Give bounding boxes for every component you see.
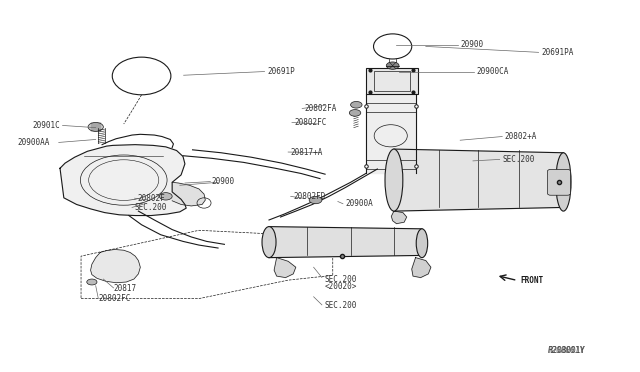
Polygon shape: [91, 250, 140, 283]
Text: 20691PA: 20691PA: [541, 48, 573, 57]
Text: 20817+A: 20817+A: [291, 148, 323, 157]
Text: 20900: 20900: [212, 177, 235, 186]
Text: SEC.200: SEC.200: [502, 155, 534, 164]
Polygon shape: [172, 182, 205, 206]
Text: SEC.200: SEC.200: [324, 275, 357, 283]
Circle shape: [309, 196, 322, 204]
Text: 20802FC: 20802FC: [294, 118, 327, 127]
Circle shape: [87, 279, 97, 285]
Circle shape: [387, 62, 399, 69]
Polygon shape: [366, 94, 415, 173]
Text: SEC.200: SEC.200: [324, 301, 357, 310]
Text: <20020>: <20020>: [324, 282, 357, 291]
Text: 20802FD: 20802FD: [293, 192, 326, 201]
FancyBboxPatch shape: [547, 169, 570, 195]
Ellipse shape: [556, 153, 571, 211]
Text: FRONT: FRONT: [520, 276, 543, 285]
Bar: [374, 71, 410, 91]
Circle shape: [159, 193, 172, 200]
Ellipse shape: [416, 229, 428, 258]
Text: 20817: 20817: [113, 284, 137, 293]
Text: 20900CA: 20900CA: [476, 67, 509, 76]
Polygon shape: [274, 258, 296, 278]
Polygon shape: [412, 258, 431, 278]
Bar: [366, 68, 418, 94]
Text: 20802FA: 20802FA: [305, 104, 337, 113]
Circle shape: [349, 110, 361, 116]
Ellipse shape: [385, 149, 403, 211]
Polygon shape: [392, 211, 406, 224]
Text: 20900: 20900: [460, 41, 483, 49]
Text: R208001Y: R208001Y: [548, 346, 585, 355]
Text: 20802F: 20802F: [137, 194, 165, 203]
Text: 20901C: 20901C: [32, 121, 60, 130]
Text: SEC.200: SEC.200: [134, 203, 167, 212]
Text: 20900A: 20900A: [346, 199, 373, 208]
Text: 20691P: 20691P: [267, 67, 295, 76]
Ellipse shape: [262, 227, 276, 258]
Polygon shape: [269, 227, 422, 258]
Text: 20900AA: 20900AA: [17, 138, 50, 147]
Text: 20802+A: 20802+A: [505, 132, 537, 141]
Text: R208001Y: R208001Y: [548, 346, 585, 355]
Polygon shape: [394, 149, 563, 211]
Circle shape: [88, 122, 103, 131]
Circle shape: [351, 102, 362, 108]
Text: 20802FC: 20802FC: [99, 295, 131, 304]
Polygon shape: [60, 145, 186, 215]
